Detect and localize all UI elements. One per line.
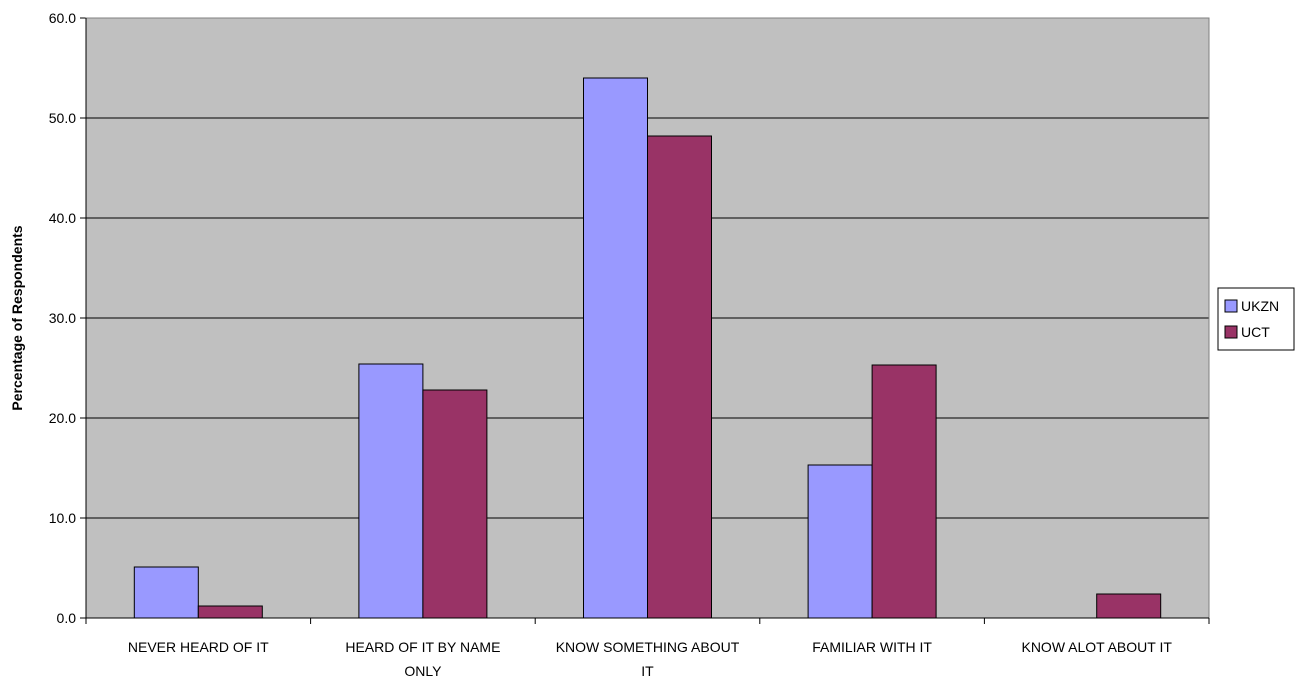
axes bbox=[80, 17, 1210, 624]
x-category-label: IT bbox=[641, 663, 654, 679]
bars bbox=[133, 77, 1162, 619]
bar-uct-1 bbox=[422, 389, 488, 619]
y-tick-label: 60.0 bbox=[49, 10, 76, 26]
bar-uct-3 bbox=[871, 364, 937, 619]
legend-label-uct: UCT bbox=[1241, 324, 1270, 340]
x-category-label: KNOW SOMETHING ABOUT bbox=[556, 639, 740, 655]
legend: UKZN UCT bbox=[1217, 287, 1295, 351]
y-axis-label: Percentage of Respondents bbox=[9, 225, 25, 410]
bar-uct-0 bbox=[197, 605, 263, 619]
y-tick-label: 50.0 bbox=[49, 110, 76, 126]
y-tick-label: 30.0 bbox=[49, 310, 76, 326]
bar-ukzn-3 bbox=[807, 464, 873, 619]
x-category-label: NEVER HEARD OF IT bbox=[128, 639, 269, 655]
x-category-label: ONLY bbox=[404, 663, 442, 679]
x-category-label: HEARD OF IT BY NAME bbox=[345, 639, 500, 655]
bar-ukzn-1 bbox=[358, 363, 424, 619]
bar-ukzn-2 bbox=[583, 77, 648, 619]
y-tick-label: 20.0 bbox=[49, 410, 76, 426]
y-tick-label: 0.0 bbox=[57, 610, 77, 626]
x-category-label: KNOW ALOT ABOUT IT bbox=[1021, 639, 1172, 655]
legend-label-ukzn: UKZN bbox=[1241, 298, 1279, 314]
x-category-labels: NEVER HEARD OF IT HEARD OF IT BY NAME ONLY… bbox=[128, 639, 1172, 679]
legend-box bbox=[1217, 287, 1295, 351]
bar-ukzn-0 bbox=[133, 566, 199, 619]
y-tick-labels: 0.0 10.0 20.0 30.0 40.0 50.0 60.0 bbox=[49, 10, 76, 626]
x-category-label: FAMILIAR WITH IT bbox=[812, 639, 932, 655]
y-tick-label: 10.0 bbox=[49, 510, 76, 526]
legend-swatch-uct bbox=[1224, 325, 1238, 339]
bar-uct-4 bbox=[1096, 593, 1162, 619]
y-tick-label: 40.0 bbox=[49, 210, 76, 226]
bar-uct-2 bbox=[647, 135, 712, 619]
legend-swatch-ukzn bbox=[1224, 299, 1238, 313]
